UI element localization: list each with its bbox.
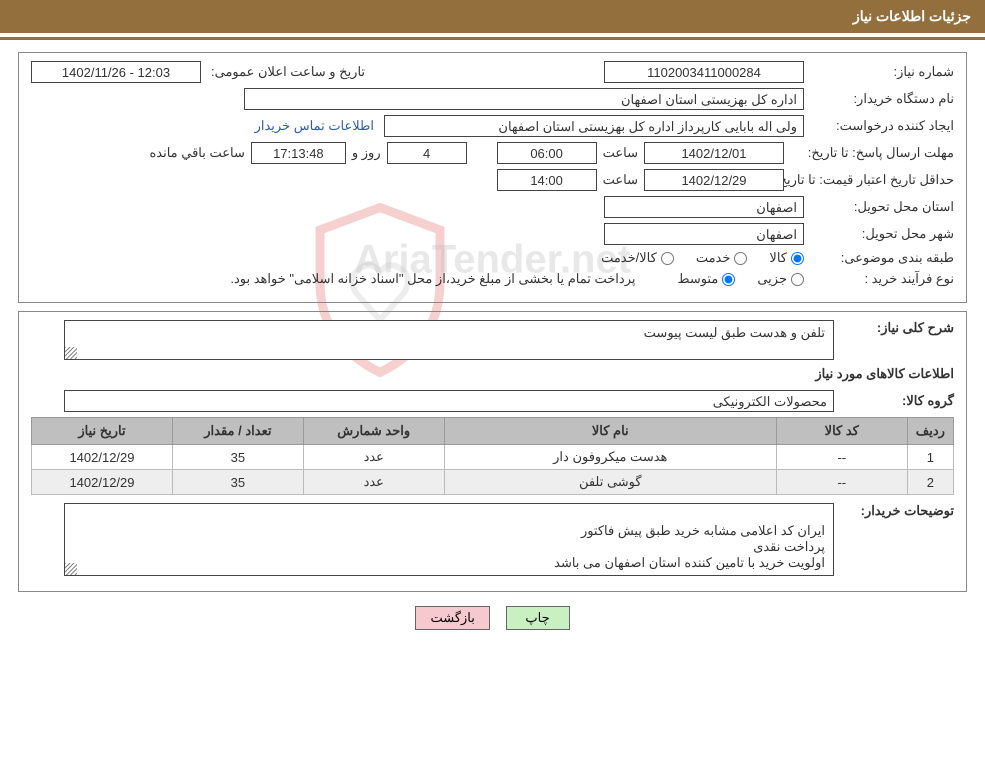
topic-goods-text: کالا (769, 250, 787, 266)
public-time-value: 1402/11/26 - 12:03 (31, 61, 201, 83)
time-remaining: 17:13:48 (251, 142, 346, 164)
row-need-number: شماره نیاز: 1102003411000284 تاریخ و ساع… (31, 61, 954, 83)
topic-radio-goods[interactable]: کالا (769, 250, 804, 266)
th-code: کد کالا (776, 418, 907, 445)
validity-hour-label: ساعت (597, 172, 644, 188)
purchase-note: پرداخت تمام یا بخشی از مبلغ خرید،از محل … (226, 271, 635, 287)
th-date: تاریخ نیاز (32, 418, 173, 445)
buyer-org-label: نام دستگاه خریدار: (804, 91, 954, 107)
buyer-notes-text: ایران کد اعلامی مشابه خرید طبق پیش فاکتو… (554, 523, 825, 570)
validity-label: حداقل تاریخ اعتبار قیمت: تا تاریخ: (784, 172, 954, 188)
table-row: 1--هدست میکروفون دارعدد351402/12/29 (32, 445, 954, 470)
buyer-notes-label: توضیحات خریدار: (834, 503, 954, 519)
topic-radio-goods-input[interactable] (791, 252, 804, 265)
buyer-notes-textarea[interactable]: ایران کد اعلامی مشابه خرید طبق پیش فاکتو… (64, 503, 834, 576)
back-button[interactable]: بازگشت (415, 606, 489, 630)
days-remaining: 4 (387, 142, 467, 164)
purchase-radio-minor-input[interactable] (791, 273, 804, 286)
deadline-date: 1402/12/01 (644, 142, 784, 164)
delivery-province-value: اصفهان (604, 196, 804, 218)
delivery-city-value: اصفهان (604, 223, 804, 245)
items-table-header-row: ردیف کد کالا نام کالا واحد شمارش تعداد /… (32, 418, 954, 445)
topic-label: طبقه بندی موضوعی: (804, 250, 954, 266)
header-divider (0, 37, 985, 40)
cell-idx: 2 (907, 470, 953, 495)
cell-name: گوشی تلفن (444, 470, 776, 495)
deadline-label: مهلت ارسال پاسخ: تا تاریخ: (784, 145, 954, 161)
topic-gs-text: کالا/خدمت (601, 250, 657, 266)
purchase-radio-medium-input[interactable] (722, 273, 735, 286)
need-number-label: شماره نیاز: (804, 64, 954, 80)
cell-date: 1402/12/29 (32, 470, 173, 495)
cell-name: هدست میکروفون دار (444, 445, 776, 470)
row-topic: طبقه بندی موضوعی: کالا خدمت کالا/خدمت (31, 250, 954, 266)
cell-qty: 35 (172, 470, 303, 495)
row-deadline: مهلت ارسال پاسخ: تا تاریخ: 1402/12/01 سا… (31, 142, 954, 164)
topic-radio-gs-input[interactable] (661, 252, 674, 265)
th-qty: تعداد / مقدار (172, 418, 303, 445)
items-table: ردیف کد کالا نام کالا واحد شمارش تعداد /… (31, 417, 954, 495)
delivery-province-label: استان محل تحویل: (804, 199, 954, 215)
topic-radio-service-input[interactable] (734, 252, 747, 265)
th-idx: ردیف (907, 418, 953, 445)
cell-code: -- (776, 445, 907, 470)
group-label: گروه کالا: (834, 393, 954, 409)
cell-date: 1402/12/29 (32, 445, 173, 470)
time-remaining-suffix: ساعت باقي مانده (143, 145, 250, 161)
topic-radio-group: کالا خدمت کالا/خدمت (583, 250, 804, 266)
purchase-medium-text: متوسط (677, 271, 718, 287)
row-buyer-notes: توضیحات خریدار: ایران کد اعلامی مشابه خر… (31, 503, 954, 576)
th-name: نام کالا (444, 418, 776, 445)
overall-desc-textarea[interactable]: تلفن و هدست طبق لیست پیوست (64, 320, 834, 360)
table-row: 2--گوشی تلفنعدد351402/12/29 (32, 470, 954, 495)
action-buttons: چاپ بازگشت (0, 606, 985, 630)
row-group: گروه کالا: محصولات الکترونیکی (31, 390, 954, 412)
purchase-radio-minor[interactable]: جزیی (757, 271, 804, 287)
cell-unit: عدد (303, 445, 444, 470)
row-purchase-type: نوع فرآیند خرید : جزیی متوسط پرداخت تمام… (31, 271, 954, 287)
cell-idx: 1 (907, 445, 953, 470)
buyer-contact-link[interactable]: اطلاعات تماس خریدار (255, 118, 374, 134)
row-requester: ایجاد کننده درخواست: ولی اله بابایی کارپ… (31, 115, 954, 137)
requester-value: ولی اله بابایی کارپرداز اداره کل بهزیستی… (384, 115, 804, 137)
items-section-title: اطلاعات کالاهای مورد نیاز (31, 366, 954, 382)
topic-radio-service[interactable]: خدمت (696, 250, 748, 266)
purchase-minor-text: جزیی (757, 271, 787, 287)
row-delivery-city: شهر محل تحویل: اصفهان (31, 223, 954, 245)
th-unit: واحد شمارش (303, 418, 444, 445)
topic-radio-goods-service[interactable]: کالا/خدمت (601, 250, 674, 266)
need-info-panel: شماره نیاز: 1102003411000284 تاریخ و ساع… (18, 52, 967, 303)
purchase-radio-group: جزیی متوسط (659, 271, 804, 287)
overall-desc-label: شرح کلی نیاز: (834, 320, 954, 336)
row-validity: حداقل تاریخ اعتبار قیمت: تا تاریخ: 1402/… (31, 169, 954, 191)
validity-hour: 14:00 (497, 169, 597, 191)
print-button[interactable]: چاپ (506, 606, 570, 630)
topic-service-text: خدمت (696, 250, 731, 266)
purchase-radio-medium[interactable]: متوسط (677, 271, 735, 287)
days-and-label: روز و (346, 145, 387, 161)
cell-unit: عدد (303, 470, 444, 495)
page-header: جزئیات اطلاعات نیاز (0, 0, 985, 33)
delivery-city-label: شهر محل تحویل: (804, 226, 954, 242)
need-number-value: 1102003411000284 (604, 61, 804, 83)
cell-code: -- (776, 470, 907, 495)
row-buyer-org: نام دستگاه خریدار: اداره کل بهزیستی استا… (31, 88, 954, 110)
validity-date: 1402/12/29 (644, 169, 784, 191)
overall-desc-text: تلفن و هدست طبق لیست پیوست (644, 325, 825, 340)
row-overall-desc: شرح کلی نیاز: تلفن و هدست طبق لیست پیوست (31, 320, 954, 360)
page-title: جزئیات اطلاعات نیاز (853, 8, 971, 24)
row-delivery-province: استان محل تحویل: اصفهان (31, 196, 954, 218)
need-detail-panel: شرح کلی نیاز: تلفن و هدست طبق لیست پیوست… (18, 311, 967, 592)
requester-label: ایجاد کننده درخواست: (804, 118, 954, 134)
public-time-label: تاریخ و ساعت اعلان عمومی: (207, 64, 365, 80)
group-value: محصولات الکترونیکی (64, 390, 834, 412)
deadline-hour: 06:00 (497, 142, 597, 164)
purchase-type-label: نوع فرآیند خرید : (804, 271, 954, 287)
cell-qty: 35 (172, 445, 303, 470)
buyer-org-value: اداره کل بهزیستی استان اصفهان (244, 88, 804, 110)
deadline-hour-label: ساعت (597, 145, 644, 161)
